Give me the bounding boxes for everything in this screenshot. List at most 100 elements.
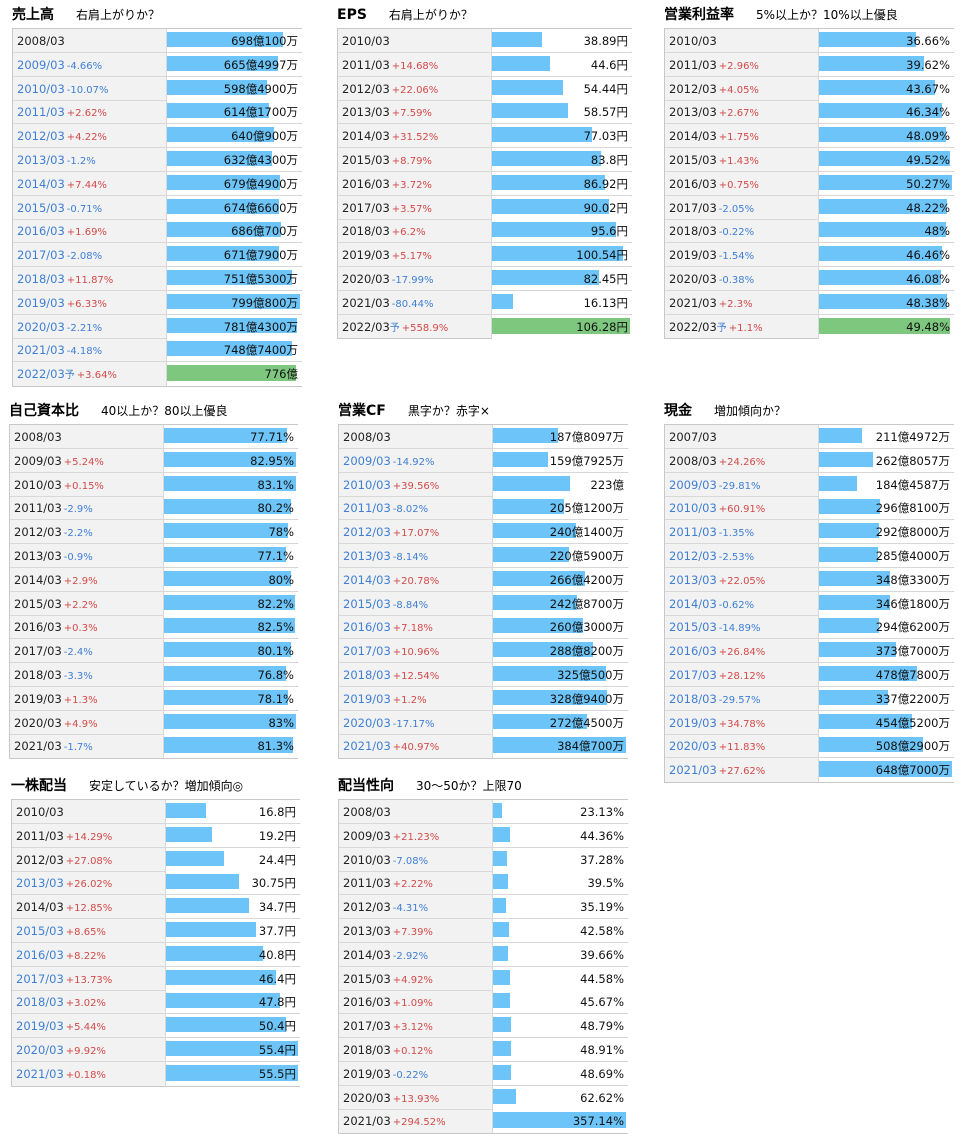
bar-cell: 294億6200万 [818, 615, 954, 638]
table-row: 2014/03 +31.52% 77.03円 [338, 124, 632, 148]
year-label: 2020/03 [669, 272, 717, 286]
year-label: 2010/03 [17, 82, 65, 96]
table-row: 2022/03予 +3.64% 776億 [13, 362, 302, 386]
change-percent: +5.44% [65, 1022, 106, 1033]
year-label: 2020/03 [343, 1091, 391, 1105]
year-cell: 2008/03 [343, 800, 391, 824]
change-percent: +12.54% [392, 671, 440, 682]
change-percent: +7.39% [392, 927, 433, 938]
value-label: 90.02円 [583, 201, 628, 215]
value-bar [164, 499, 291, 514]
value-bar [492, 151, 601, 166]
change-percent: +1.1% [728, 323, 763, 334]
value-label: 42.58% [580, 924, 624, 938]
value-bar [819, 547, 878, 562]
table-row: 2017/03 +10.96% 288億8200万 [339, 639, 628, 663]
change-percent: +40.97% [392, 742, 440, 753]
panel-subtitle: 右肩上がりか？ [76, 8, 161, 22]
value-bar [819, 151, 950, 166]
value-label: 78.1% [257, 692, 294, 706]
year-label: 2016/03 [343, 620, 391, 634]
value-bar [819, 666, 917, 681]
bar-cell: 36.66% [818, 29, 954, 52]
change-percent: +14.29% [65, 832, 113, 843]
table-row: 2012/03 +4.05% 43.67% [665, 77, 954, 103]
value-bar [167, 127, 274, 142]
value-bar [164, 642, 291, 657]
bar-cell: 48.38% [818, 291, 954, 314]
year-label: 2017/03 [669, 201, 717, 215]
year-cell: 2012/03 -2.2% [14, 520, 93, 546]
year-cell: 2011/03 +2.22% [343, 871, 433, 897]
year-cell: 2011/03 +2.62% [17, 100, 107, 126]
change-percent: +2.2% [63, 600, 98, 611]
bar-cell: 62.62% [492, 1086, 628, 1109]
value-bar [819, 32, 916, 47]
change-percent: +4.9% [63, 719, 98, 730]
bar-cell: 42.58% [492, 919, 628, 942]
value-bar [819, 270, 941, 285]
table-row: 2021/03 +2.3% 48.38% [665, 291, 954, 315]
year-label: 2021/03 [16, 1067, 64, 1081]
year-label: 2011/03 [342, 58, 390, 72]
value-label: 272億4500万 [549, 716, 624, 730]
bar-cell: 296億8100万 [818, 496, 954, 519]
change-percent: +12.85% [65, 903, 113, 914]
bar-cell: 19.2円 [165, 824, 300, 847]
bar-cell: 48.69% [492, 1062, 628, 1085]
bar-cell: 48.91% [492, 1038, 628, 1061]
value-label: 44.36% [580, 829, 624, 843]
value-label: 55.5円 [258, 1067, 296, 1081]
bar-cell: 78.1% [163, 687, 298, 710]
year-label: 2009/03 [343, 454, 391, 468]
year-cell: 2008/03 [14, 425, 62, 449]
table-row: 2013/03 +7.39% 42.58% [339, 919, 628, 943]
table-row: 2019/03 +1.2% 328億9400万 [339, 687, 628, 711]
year-label: 2009/03 [343, 829, 391, 843]
bar-cell: 48% [818, 219, 954, 242]
table-row: 2013/03 +2.67% 46.34% [665, 100, 954, 124]
value-label: 679億4900万 [223, 177, 298, 191]
year-cell: 2018/03 +6.2% [342, 219, 426, 245]
bar-cell: 242億8700万 [492, 592, 628, 615]
value-bar [493, 827, 510, 842]
panel-title: 営業利益率 5%以上か？10%以上優良 [664, 4, 954, 28]
table-row: 2016/03 +0.3% 82.5% [10, 615, 298, 639]
year-label: 2013/03 [342, 105, 390, 119]
value-bar [819, 476, 857, 491]
value-label: 184億4587万 [875, 478, 950, 492]
change-percent: +0.75% [718, 180, 759, 191]
value-bar [167, 151, 272, 166]
table-row: 2017/03 -2.4% 80.1% [10, 639, 298, 663]
bar-cell: 50.27% [818, 172, 954, 195]
change-percent: -8.84% [392, 600, 429, 611]
year-cell: 2012/03 +4.05% [669, 77, 759, 103]
value-bar [164, 523, 288, 538]
year-cell: 2009/03 +5.24% [14, 449, 104, 475]
bar-cell: 679億4900万 [166, 172, 302, 195]
year-cell: 2014/03 +7.44% [17, 172, 107, 198]
year-label: 2012/03 [669, 82, 717, 96]
change-percent: +4.05% [718, 85, 759, 96]
bar-cell: 45.67% [492, 990, 628, 1013]
change-percent: -0.38% [718, 275, 755, 286]
table-row: 2009/03 +5.24% 82.95% [10, 449, 298, 475]
bar-cell: 220億5900万 [492, 544, 628, 567]
change-percent: +7.59% [391, 108, 432, 119]
year-cell: 2014/03 -0.62% [669, 592, 754, 618]
year-label: 2019/03 [343, 1067, 391, 1081]
bar-cell: 39.62% [818, 53, 954, 76]
bar-cell: 665億4997万 [166, 53, 302, 76]
value-bar [164, 428, 287, 443]
year-label: 2012/03 [343, 900, 391, 914]
year-label: 2010/03 [343, 478, 391, 492]
change-percent: +2.62% [66, 108, 107, 119]
year-cell: 2012/03 +22.06% [342, 77, 438, 103]
change-percent: +9.92% [65, 1046, 106, 1057]
bar-cell: 508億2900万 [818, 734, 954, 757]
bar-cell: 223億 [492, 473, 628, 496]
table-row: 2010/03 16.8円 [12, 800, 300, 824]
year-cell: 2021/03 -80.44% [342, 291, 434, 317]
year-label: 2021/03 [14, 739, 62, 753]
bar-cell: 478億7800万 [818, 663, 954, 686]
